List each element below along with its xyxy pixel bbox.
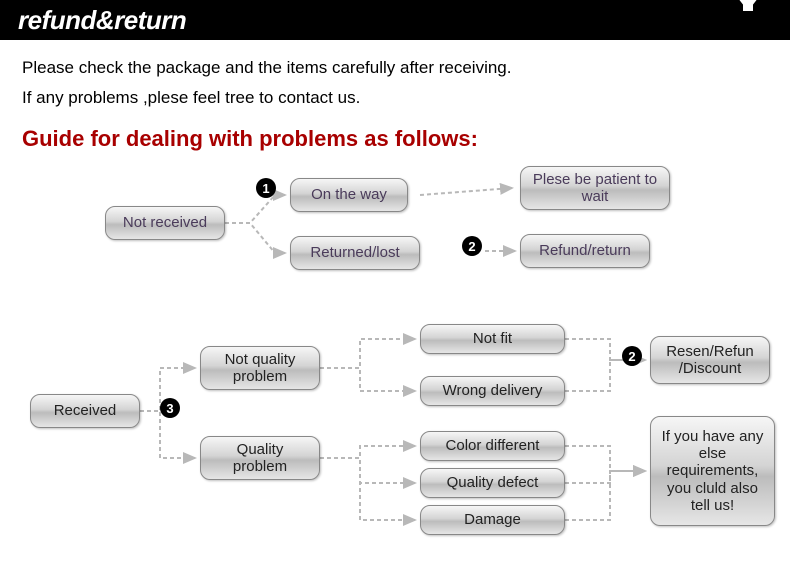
badge-b4: 2 bbox=[622, 346, 642, 366]
edge-quality-damage bbox=[320, 458, 415, 520]
node-not_received: Not received bbox=[105, 206, 225, 240]
edge-quality-quality_defect bbox=[320, 458, 415, 483]
edge-not_quality-not_fit bbox=[320, 339, 415, 368]
edge-received-quality bbox=[140, 411, 195, 458]
node-returned_lost: Returned/lost bbox=[290, 236, 420, 270]
node-wrong_delivery: Wrong delivery bbox=[420, 376, 565, 406]
guide-title: Guide for dealing with problems as follo… bbox=[0, 126, 790, 156]
edge-on_the_way-patient bbox=[420, 188, 512, 195]
node-color_diff: Color different bbox=[420, 431, 565, 461]
intro-line-2: If any problems ,plese feel tree to cont… bbox=[22, 88, 768, 108]
header-bar: refund&return bbox=[0, 0, 790, 40]
node-received: Received bbox=[30, 394, 140, 428]
intro-block: Please check the package and the items c… bbox=[0, 40, 790, 126]
node-not_quality: Not quality problem bbox=[200, 346, 320, 390]
intro-line-1: Please check the package and the items c… bbox=[22, 58, 768, 78]
node-resen: Resen/Refun /Discount bbox=[650, 336, 770, 384]
node-on_the_way: On the way bbox=[290, 178, 408, 212]
node-patient: Plese be patient to wait bbox=[520, 166, 670, 210]
edge-not_quality-wrong_delivery bbox=[320, 368, 415, 391]
node-not_fit: Not fit bbox=[420, 324, 565, 354]
badge-b3: 3 bbox=[160, 398, 180, 418]
edge-color_diff-else bbox=[565, 446, 645, 471]
node-quality: Quality problem bbox=[200, 436, 320, 480]
header-title: refund&return bbox=[18, 5, 186, 36]
node-else: If you have any else requirements, you c… bbox=[650, 416, 775, 526]
node-refund_return: Refund/return bbox=[520, 234, 650, 268]
down-arrow-icon bbox=[734, 11, 762, 29]
edge-not_received-returned_lost bbox=[225, 223, 285, 253]
flowchart-canvas: Not received On the way Returned/lost Plese… bbox=[0, 156, 790, 586]
edge-quality-color_diff bbox=[320, 446, 415, 458]
edge-quality_defect-else bbox=[565, 471, 645, 483]
edge-damage-else bbox=[565, 471, 645, 520]
badge-b1: 1 bbox=[256, 178, 276, 198]
edge-not_received-on_the_way bbox=[225, 195, 285, 223]
badge-b2: 2 bbox=[462, 236, 482, 256]
node-quality_defect: Quality defect bbox=[420, 468, 565, 498]
node-damage: Damage bbox=[420, 505, 565, 535]
